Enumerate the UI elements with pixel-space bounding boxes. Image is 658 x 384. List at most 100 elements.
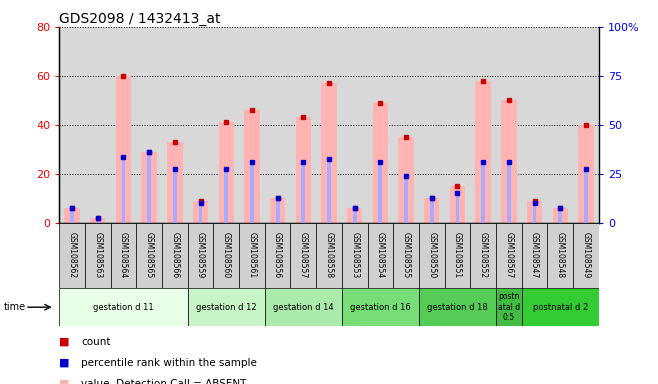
- Bar: [547, 223, 573, 288]
- Bar: [419, 288, 496, 326]
- Text: GSM108564: GSM108564: [119, 232, 128, 278]
- Bar: [430, 198, 434, 223]
- Text: GSM108556: GSM108556: [273, 232, 282, 278]
- Bar: [199, 203, 203, 223]
- Bar: [136, 223, 162, 288]
- Bar: [553, 208, 568, 223]
- Text: GSM108567: GSM108567: [504, 232, 513, 278]
- Bar: [496, 223, 522, 288]
- Bar: [378, 162, 382, 223]
- Bar: [213, 223, 239, 288]
- Bar: [450, 186, 465, 223]
- Text: GSM108554: GSM108554: [376, 232, 385, 278]
- Bar: [290, 223, 316, 288]
- Bar: [368, 223, 393, 288]
- Text: GSM108548: GSM108548: [556, 232, 565, 278]
- Bar: [353, 208, 357, 223]
- Bar: [301, 162, 305, 223]
- Text: GSM108563: GSM108563: [93, 232, 102, 278]
- Bar: [122, 157, 126, 223]
- Bar: [111, 223, 136, 288]
- Bar: [276, 198, 280, 223]
- Bar: [59, 288, 188, 326]
- Bar: [532, 203, 536, 223]
- Text: postn
atal d
0.5: postn atal d 0.5: [498, 292, 520, 322]
- Text: percentile rank within the sample: percentile rank within the sample: [81, 358, 257, 368]
- Bar: [522, 288, 599, 326]
- Bar: [85, 223, 111, 288]
- Bar: [393, 223, 419, 288]
- Text: GSM108560: GSM108560: [222, 232, 231, 278]
- Bar: [584, 169, 588, 223]
- Bar: [265, 288, 342, 326]
- Text: GSM108555: GSM108555: [401, 232, 411, 278]
- Text: GSM108550: GSM108550: [427, 232, 436, 278]
- Bar: [558, 208, 562, 223]
- Bar: [167, 142, 182, 223]
- Bar: [90, 218, 105, 223]
- Text: GSM108549: GSM108549: [582, 232, 590, 278]
- Bar: [445, 223, 470, 288]
- Text: GSM108547: GSM108547: [530, 232, 539, 278]
- Bar: [173, 169, 177, 223]
- Bar: [116, 76, 131, 223]
- Bar: [522, 223, 547, 288]
- Bar: [141, 152, 157, 223]
- Text: GSM108557: GSM108557: [299, 232, 308, 278]
- Bar: [96, 218, 100, 223]
- Bar: [295, 118, 311, 223]
- Bar: [404, 176, 408, 223]
- Bar: [327, 159, 331, 223]
- Text: GSM108553: GSM108553: [350, 232, 359, 278]
- Text: ■: ■: [59, 337, 70, 347]
- Bar: [527, 201, 542, 223]
- Bar: [218, 122, 234, 223]
- Text: GSM108565: GSM108565: [145, 232, 154, 278]
- Bar: [342, 223, 368, 288]
- Bar: [316, 223, 342, 288]
- Text: GSM108562: GSM108562: [68, 232, 76, 278]
- Text: ■: ■: [59, 379, 70, 384]
- Bar: [476, 81, 491, 223]
- Text: gestation d 16: gestation d 16: [350, 303, 411, 312]
- Text: GSM108559: GSM108559: [196, 232, 205, 278]
- Bar: [496, 288, 522, 326]
- Bar: [188, 223, 213, 288]
- Text: GSM108561: GSM108561: [247, 232, 257, 278]
- Text: postnatal d 2: postnatal d 2: [532, 303, 588, 312]
- Bar: [424, 198, 440, 223]
- Bar: [398, 137, 414, 223]
- Bar: [64, 208, 80, 223]
- Text: gestation d 12: gestation d 12: [196, 303, 257, 312]
- Bar: [147, 152, 151, 223]
- Bar: [507, 162, 511, 223]
- Text: time: time: [3, 302, 26, 312]
- Text: GDS2098 / 1432413_at: GDS2098 / 1432413_at: [59, 12, 220, 25]
- Text: GSM108566: GSM108566: [170, 232, 180, 278]
- Bar: [578, 125, 594, 223]
- Bar: [455, 194, 459, 223]
- Text: GSM108552: GSM108552: [478, 232, 488, 278]
- Bar: [481, 162, 485, 223]
- Text: count: count: [81, 337, 111, 347]
- Bar: [162, 223, 188, 288]
- Bar: [419, 223, 445, 288]
- Text: GSM108551: GSM108551: [453, 232, 462, 278]
- Bar: [372, 103, 388, 223]
- Bar: [224, 169, 228, 223]
- Text: GSM108558: GSM108558: [324, 232, 334, 278]
- Bar: [70, 208, 74, 223]
- Text: value, Detection Call = ABSENT: value, Detection Call = ABSENT: [81, 379, 246, 384]
- Bar: [244, 110, 260, 223]
- Text: gestation d 11: gestation d 11: [93, 303, 154, 312]
- Text: gestation d 14: gestation d 14: [273, 303, 334, 312]
- Bar: [321, 83, 337, 223]
- Text: ■: ■: [59, 358, 70, 368]
- Bar: [342, 288, 419, 326]
- Bar: [501, 100, 517, 223]
- Bar: [193, 201, 208, 223]
- Bar: [270, 198, 286, 223]
- Text: gestation d 18: gestation d 18: [427, 303, 488, 312]
- Bar: [250, 162, 254, 223]
- Bar: [59, 223, 85, 288]
